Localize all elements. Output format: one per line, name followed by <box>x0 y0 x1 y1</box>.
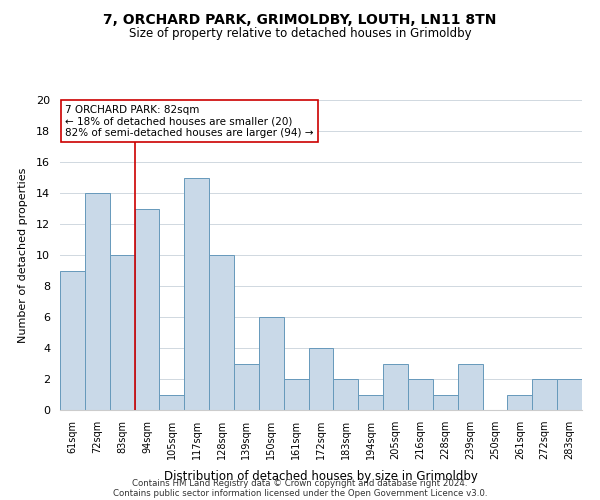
Bar <box>209 255 234 410</box>
Bar <box>160 394 184 410</box>
Bar <box>284 379 308 410</box>
Bar <box>134 208 160 410</box>
Text: 7 ORCHARD PARK: 82sqm
← 18% of detached houses are smaller (20)
82% of semi-deta: 7 ORCHARD PARK: 82sqm ← 18% of detached … <box>65 104 314 138</box>
Bar <box>259 317 284 410</box>
X-axis label: Distribution of detached houses by size in Grimoldby: Distribution of detached houses by size … <box>164 470 478 484</box>
Bar <box>308 348 334 410</box>
Bar <box>184 178 209 410</box>
Bar <box>110 255 134 410</box>
Bar <box>60 270 85 410</box>
Bar <box>383 364 408 410</box>
Bar <box>85 193 110 410</box>
Bar <box>408 379 433 410</box>
Text: Contains public sector information licensed under the Open Government Licence v3: Contains public sector information licen… <box>113 488 487 498</box>
Bar <box>358 394 383 410</box>
Text: Contains HM Land Registry data © Crown copyright and database right 2024.: Contains HM Land Registry data © Crown c… <box>132 478 468 488</box>
Text: 7, ORCHARD PARK, GRIMOLDBY, LOUTH, LN11 8TN: 7, ORCHARD PARK, GRIMOLDBY, LOUTH, LN11 … <box>103 12 497 26</box>
Bar <box>458 364 482 410</box>
Text: Size of property relative to detached houses in Grimoldby: Size of property relative to detached ho… <box>128 28 472 40</box>
Y-axis label: Number of detached properties: Number of detached properties <box>18 168 28 342</box>
Bar <box>234 364 259 410</box>
Bar <box>557 379 582 410</box>
Bar <box>433 394 458 410</box>
Bar <box>532 379 557 410</box>
Bar <box>508 394 532 410</box>
Bar <box>334 379 358 410</box>
